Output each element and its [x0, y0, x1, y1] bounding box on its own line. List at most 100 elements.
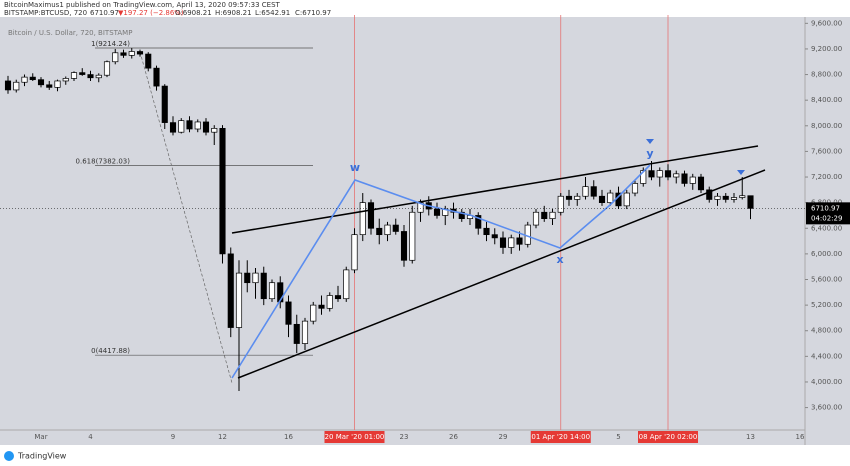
- y-tick-label: 3,600.00: [811, 404, 842, 412]
- candle-body: [244, 272, 251, 284]
- ohlc-open: O:6908.21: [175, 9, 212, 17]
- candle-body: [516, 237, 523, 245]
- ohlc-low: L:6542.91: [255, 9, 290, 17]
- marker: [737, 170, 745, 175]
- candle-body: [37, 79, 45, 86]
- candle-body: [145, 53, 152, 69]
- candle-body: [631, 183, 639, 194]
- candle-body: [376, 227, 383, 236]
- last-price-tag: [806, 202, 850, 225]
- candle-body: [227, 253, 234, 328]
- candle-body: [29, 76, 36, 81]
- candle-body: [673, 173, 680, 178]
- footer-bg: [0, 445, 850, 466]
- y-tick-label: 8,000.00: [811, 122, 842, 130]
- candle-body: [70, 72, 78, 79]
- candle-body: [268, 282, 276, 300]
- countdown: 04:02:29: [811, 214, 842, 222]
- candle-body: [590, 186, 597, 197]
- last: 6710.97: [90, 9, 119, 17]
- x-tick-label: 13: [746, 433, 755, 441]
- candle-body: [747, 195, 754, 209]
- candle-body: [483, 227, 490, 236]
- candle-body: [4, 80, 12, 91]
- x-tick-label: 20 Mar '20 01:00: [325, 433, 385, 441]
- candle-body: [400, 231, 408, 261]
- event-tag: [324, 431, 385, 443]
- candle-body: [161, 85, 168, 123]
- candle-body: [46, 84, 53, 88]
- candle-body: [252, 272, 259, 284]
- candle-body: [153, 67, 160, 87]
- candle-body: [623, 192, 630, 207]
- candle-body: [499, 237, 507, 248]
- candle-body: [351, 234, 358, 271]
- candle-body: [706, 189, 713, 200]
- candle-body: [103, 61, 111, 76]
- y-tick-label: 8,400.00: [811, 96, 842, 104]
- candle-body: [219, 128, 226, 255]
- candle-body: [681, 173, 688, 184]
- fib-label: 0(4417.88): [91, 347, 130, 355]
- candle-body: [277, 282, 284, 303]
- candle-body: [343, 269, 350, 300]
- x-tick-label: 16: [796, 433, 805, 441]
- candle-body: [565, 195, 573, 200]
- x-tick-label: 23: [400, 433, 409, 441]
- candle-body: [62, 78, 69, 82]
- y-tick-label: 5,600.00: [811, 275, 842, 283]
- trendline-lower: [237, 169, 766, 379]
- ohlc-high: H:6908.21: [215, 9, 252, 17]
- candle-body: [722, 195, 729, 200]
- x-tick-label: 4: [88, 433, 93, 441]
- candle-body: [582, 186, 589, 197]
- subtitle: Bitcoin / U.S. Dollar, 720, BITSTAMP: [8, 29, 132, 37]
- candle-body: [714, 195, 721, 200]
- candle-body: [607, 192, 614, 203]
- fib-label: 1(9214.24): [91, 40, 130, 48]
- event-tag: [530, 431, 591, 443]
- candle-body: [260, 272, 267, 300]
- header-bg: [0, 0, 850, 17]
- candle-body: [384, 224, 391, 236]
- x-tick-label: 9: [171, 433, 175, 441]
- candle-body: [739, 195, 746, 198]
- candle-body: [13, 81, 20, 91]
- y-tick-label: 9,200.00: [811, 45, 842, 53]
- trendline-upper: [231, 145, 759, 234]
- candle-body: [169, 122, 177, 133]
- candle-body: [458, 211, 465, 220]
- candle-body: [409, 211, 416, 261]
- candle-body: [598, 195, 606, 203]
- candle-body: [293, 323, 300, 344]
- marker: [646, 139, 654, 144]
- candle-body: [318, 304, 325, 309]
- candle-body: [689, 176, 696, 184]
- candle-body: [475, 215, 482, 229]
- event-tag: [638, 431, 698, 443]
- y-tick-label: 9,600.00: [811, 19, 842, 27]
- y-tick-label: 7,200.00: [811, 173, 842, 181]
- y-tick-label: 4,800.00: [811, 327, 842, 335]
- y-tick-label: 7,600.00: [811, 147, 842, 155]
- candle-body: [87, 74, 94, 79]
- candle-body: [433, 208, 441, 216]
- fib-label: 0.618(7382.03): [76, 157, 131, 165]
- candle-body: [21, 76, 28, 83]
- x-tick-label: 5: [616, 433, 620, 441]
- candle-body: [656, 170, 663, 178]
- wave-path: [231, 164, 651, 379]
- y-tick-label: 6,000.00: [811, 250, 842, 258]
- candle-body: [557, 195, 564, 213]
- candle-body: [95, 74, 102, 79]
- y-tick-label: 4,400.00: [811, 352, 842, 360]
- ohlc-close: C:6710.97: [295, 9, 331, 17]
- x-tick-label: 12: [218, 433, 227, 441]
- candle-body: [128, 51, 135, 56]
- candle-body: [730, 197, 738, 200]
- candle-body: [112, 52, 119, 63]
- candle-body: [648, 170, 655, 178]
- candle-body: [194, 121, 201, 130]
- y-tick-label: 6,400.00: [811, 224, 842, 232]
- candle-body: [549, 211, 556, 220]
